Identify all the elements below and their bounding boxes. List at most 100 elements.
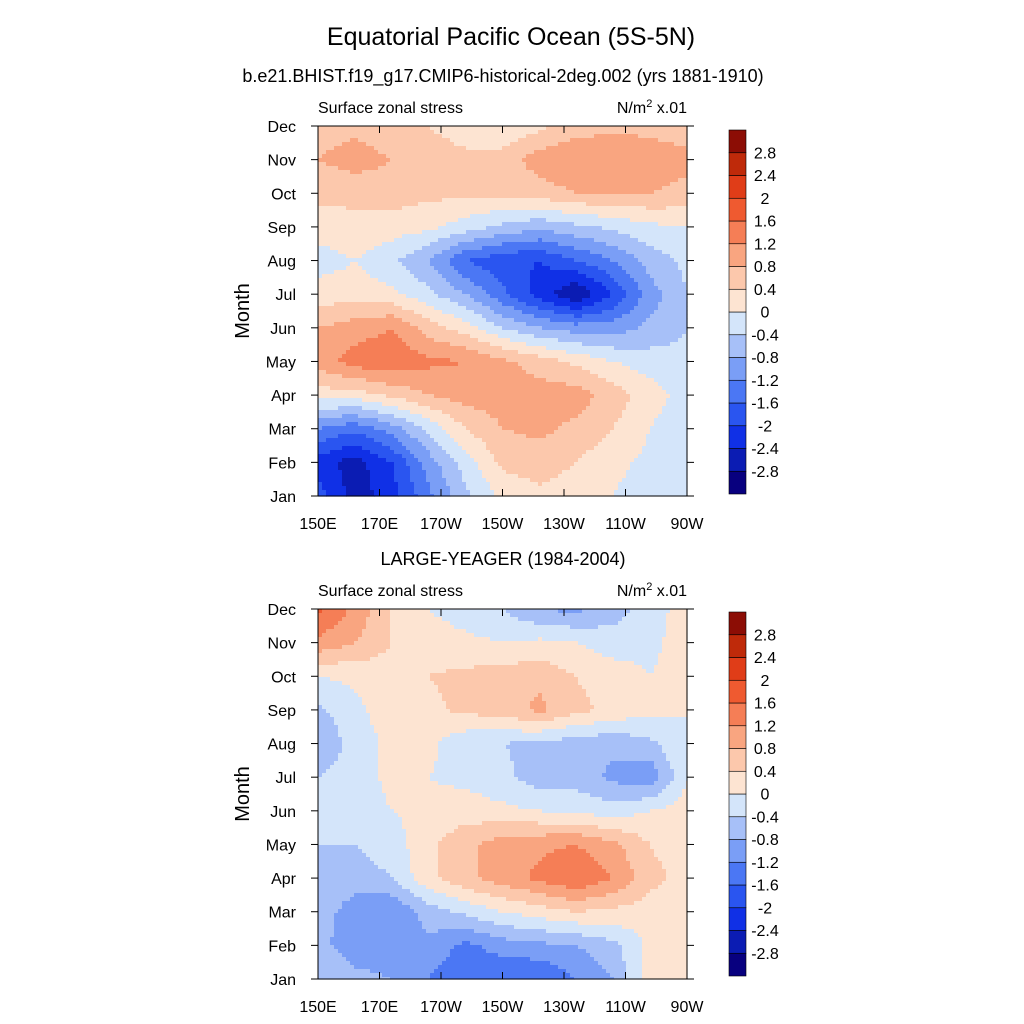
colorbar-box [728,611,747,636]
contour-cell [418,881,451,886]
contour-cell [406,462,423,467]
contour-cell [662,861,688,866]
contour-cell [390,893,415,898]
contour-cell [546,701,591,706]
contour-cell [326,438,375,443]
contour-cell [502,426,559,431]
contour-cell [374,494,399,497]
contour-cell [318,961,351,966]
contour-cell [574,977,615,980]
contour-cell [542,262,587,267]
contour-cell [422,466,443,471]
contour-cell [626,474,688,479]
contour-cell [486,290,507,295]
contour-cell [530,877,611,882]
contour-cell [470,789,579,794]
contour-cell [318,697,363,702]
contour-cell [322,482,343,487]
contour-cell [434,765,515,770]
contour-cell [330,765,379,770]
colorbar-label: -0.8 [751,832,779,849]
contour-cell [622,298,639,303]
contour-cell [318,182,555,187]
contour-cell [402,262,431,267]
contour-cell [386,649,595,654]
contour-cell [626,973,643,978]
contour-cell [438,853,479,858]
contour-cell [346,613,371,618]
contour-cell [558,965,603,970]
contour-cell [618,905,688,910]
contour-cell [366,434,395,439]
contour-cell [390,873,415,878]
contour-cell [602,254,635,259]
contour-cell [586,885,627,890]
contour-cell [654,278,683,283]
contour-cell [318,729,339,734]
contour-cell [602,797,643,802]
contour-cell [342,905,411,910]
contour-cell [506,290,531,295]
contour-cell [542,238,595,243]
x-tick-label: 150E [299,999,336,1016]
colorbar-box [728,402,747,427]
contour-cell [474,458,495,463]
contour-cell [342,414,359,419]
contour-cell [622,617,667,622]
contour-cell [570,625,599,630]
contour-cell [490,797,603,802]
contour-cell [318,649,323,654]
contour-cell [538,306,571,311]
contour-cell [454,785,535,790]
contour-cell [618,482,688,487]
contour-cell [534,262,543,267]
contour-cell [606,969,627,974]
contour-cell [590,709,688,714]
contour-cell [666,757,688,762]
contour-cell [666,877,688,882]
contour-cell [602,226,688,231]
contour-cell [434,306,467,311]
colorbar-box [728,634,747,658]
contour-cell [446,450,467,455]
contour-cell [594,649,663,654]
contour-cell [406,398,451,403]
contour-cell [666,785,687,790]
contour-cell [438,422,463,427]
contour-cell [318,825,403,830]
contour-cell [418,202,587,207]
x-tick-label: 170W [420,516,463,533]
contour-cell [398,897,423,902]
contour-cell [622,829,688,834]
contour-cell [318,450,331,455]
contour-cell [682,278,688,283]
contour-cell [578,921,688,926]
contour-cell [466,482,491,487]
contour-cell [318,334,379,339]
colorbar-label: 0 [761,305,770,322]
contour-cell [318,382,387,387]
contour-cell [562,470,627,475]
contour-cell [318,685,351,690]
contour-cell [634,877,667,882]
contour-cell [458,442,487,447]
contour-cell [334,146,375,151]
contour-cell [338,434,367,439]
contour-cell [450,342,491,347]
contour-cell [634,813,688,818]
contour-cell [570,330,627,335]
contour-cell [650,889,688,894]
contour-cell [518,350,567,355]
units-scale: x.01 [652,100,687,117]
contour-cell [466,426,503,431]
contour-cell [518,805,667,810]
contour-cell [402,306,435,311]
contour-cell [318,705,323,710]
contour-cell [318,306,403,311]
contour-field [318,609,688,980]
contour-cell [438,741,511,746]
contour-cell [318,138,351,143]
contour-cell [342,470,371,475]
contour-cell [334,925,423,930]
colorbar-box [728,334,747,358]
